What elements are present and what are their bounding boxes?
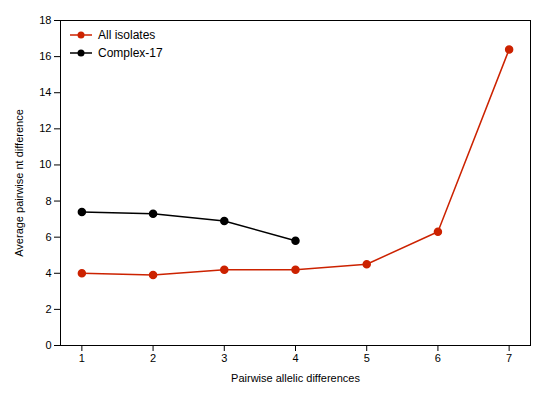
svg-text:0: 0 (45, 339, 51, 351)
svg-text:5: 5 (364, 352, 370, 364)
svg-text:4: 4 (45, 267, 51, 279)
svg-text:18: 18 (39, 14, 51, 26)
svg-text:7: 7 (506, 352, 512, 364)
svg-text:8: 8 (45, 195, 51, 207)
svg-text:14: 14 (39, 86, 51, 98)
svg-text:2: 2 (45, 303, 51, 315)
svg-text:16: 16 (39, 50, 51, 62)
svg-text:4: 4 (292, 352, 298, 364)
html-text:All isolates: All isolates (98, 28, 156, 42)
svg-text:3: 3 (221, 352, 227, 364)
svg-text:1: 1 (79, 352, 85, 364)
svg-text:6: 6 (435, 352, 441, 364)
svg-text:6: 6 (45, 231, 51, 243)
svg-text:Pairwise allelic differences: Pairwise allelic differences (231, 372, 360, 384)
html-text:Complex-17: Complex-17 (98, 46, 163, 60)
svg-text:Average pairwise nt difference: Average pairwise nt difference (13, 109, 25, 257)
svg-text:2: 2 (150, 352, 156, 364)
svg-text:10: 10 (39, 158, 51, 170)
svg-text:12: 12 (39, 122, 51, 134)
